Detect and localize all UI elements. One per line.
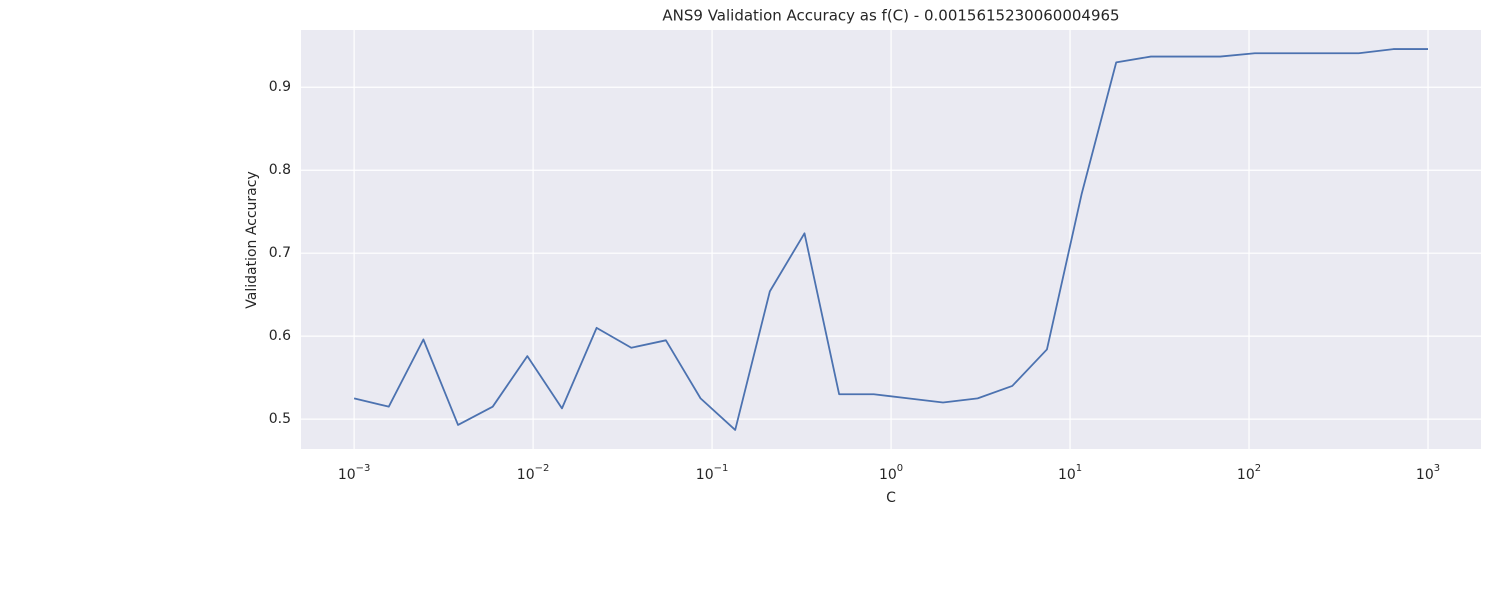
x-tick-label: 10−3 [338, 463, 371, 483]
x-tick-base: 10 [338, 467, 356, 483]
data-line [353, 48, 1429, 431]
x-tick-exponent: −3 [356, 463, 371, 474]
x-tick-base: 10 [517, 467, 535, 483]
x-tick-exponent: −1 [714, 463, 729, 474]
x-tick-label: 100 [879, 463, 903, 483]
x-tick-base: 10 [1416, 467, 1434, 483]
x-tick-base: 10 [1058, 467, 1076, 483]
x-tick-label: 10−2 [517, 463, 550, 483]
x-tick-label: 102 [1237, 463, 1261, 483]
x-tick-base: 10 [1237, 467, 1255, 483]
x-tick-label: 101 [1058, 463, 1082, 483]
x-tick-label: 103 [1416, 463, 1440, 483]
x-tick-exponent: 0 [897, 463, 903, 474]
x-tick-exponent: −2 [535, 463, 550, 474]
x-axis-label: C [886, 490, 896, 506]
y-tick-label: 0.6 [269, 328, 291, 344]
chart-title: ANS9 Validation Accuracy as f(C) - 0.001… [662, 7, 1119, 25]
y-tick-label: 0.9 [269, 79, 291, 95]
x-tick-base: 10 [696, 467, 714, 483]
x-tick-base: 10 [879, 467, 897, 483]
y-tick-label: 0.8 [269, 162, 291, 178]
y-axis-label: Validation Accuracy [244, 171, 260, 309]
y-tick-label: 0.5 [269, 411, 291, 427]
x-tick-label: 10−1 [696, 463, 729, 483]
x-tick-exponent: 1 [1076, 463, 1082, 474]
x-tick-exponent: 3 [1434, 463, 1440, 474]
y-tick-label: 0.7 [269, 245, 291, 261]
x-tick-exponent: 2 [1255, 463, 1261, 474]
